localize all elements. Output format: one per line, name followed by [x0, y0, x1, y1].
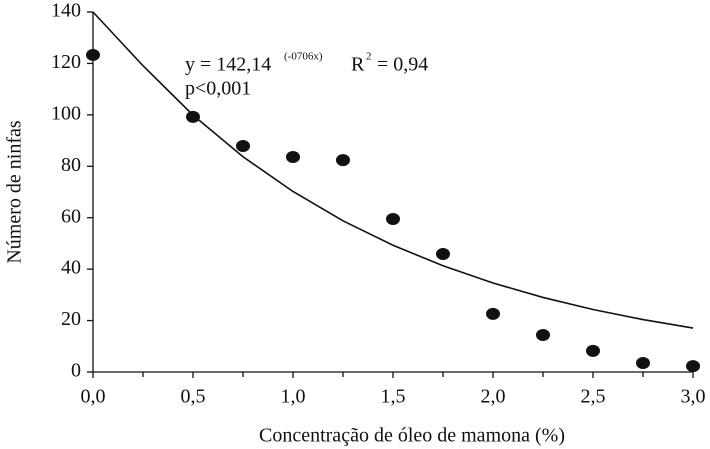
y-axis-label: Número de ninfas — [4, 120, 26, 264]
y-tick-label: 40 — [61, 257, 81, 279]
data-point — [286, 151, 300, 164]
x-tick-label: 2,0 — [481, 386, 506, 408]
x-tick-label: 1,5 — [381, 386, 406, 408]
data-point — [636, 357, 650, 369]
x-tick-label: 2,5 — [581, 386, 606, 408]
y-tick-label: 140 — [51, 0, 81, 22]
equation-exponent: (-0706x) — [284, 51, 323, 63]
x-tick-label: 0,5 — [181, 386, 206, 408]
data-point — [86, 48, 100, 61]
y-tick-label: 120 — [51, 51, 81, 73]
data-point — [686, 360, 700, 373]
data-point — [186, 110, 200, 123]
r2-power: 2 — [366, 51, 372, 63]
r2-value: = 0,94 — [377, 54, 428, 76]
data-point — [386, 213, 400, 225]
y-tick-label: 0 — [71, 360, 81, 382]
p-value: p<0,001 — [185, 78, 251, 100]
equation: y = 142,14 — [185, 54, 271, 76]
r2-label: R — [351, 54, 365, 76]
x-tick-label: 1,0 — [281, 386, 306, 408]
data-point — [236, 139, 250, 152]
data-point — [336, 154, 350, 167]
data-point — [436, 247, 450, 260]
data-point — [536, 328, 550, 341]
y-tick-label: 100 — [51, 102, 81, 124]
x-axis-label: Concentração de óleo de mamona (%) — [259, 425, 565, 447]
y-tick-label: 80 — [61, 154, 81, 176]
data-point — [486, 307, 500, 320]
x-tick-label: 3,0 — [681, 386, 706, 408]
x-tick-label: 0,0 — [81, 386, 106, 408]
data-point — [586, 344, 600, 357]
y-tick-label: 60 — [61, 205, 81, 227]
y-tick-label: 20 — [61, 308, 81, 330]
